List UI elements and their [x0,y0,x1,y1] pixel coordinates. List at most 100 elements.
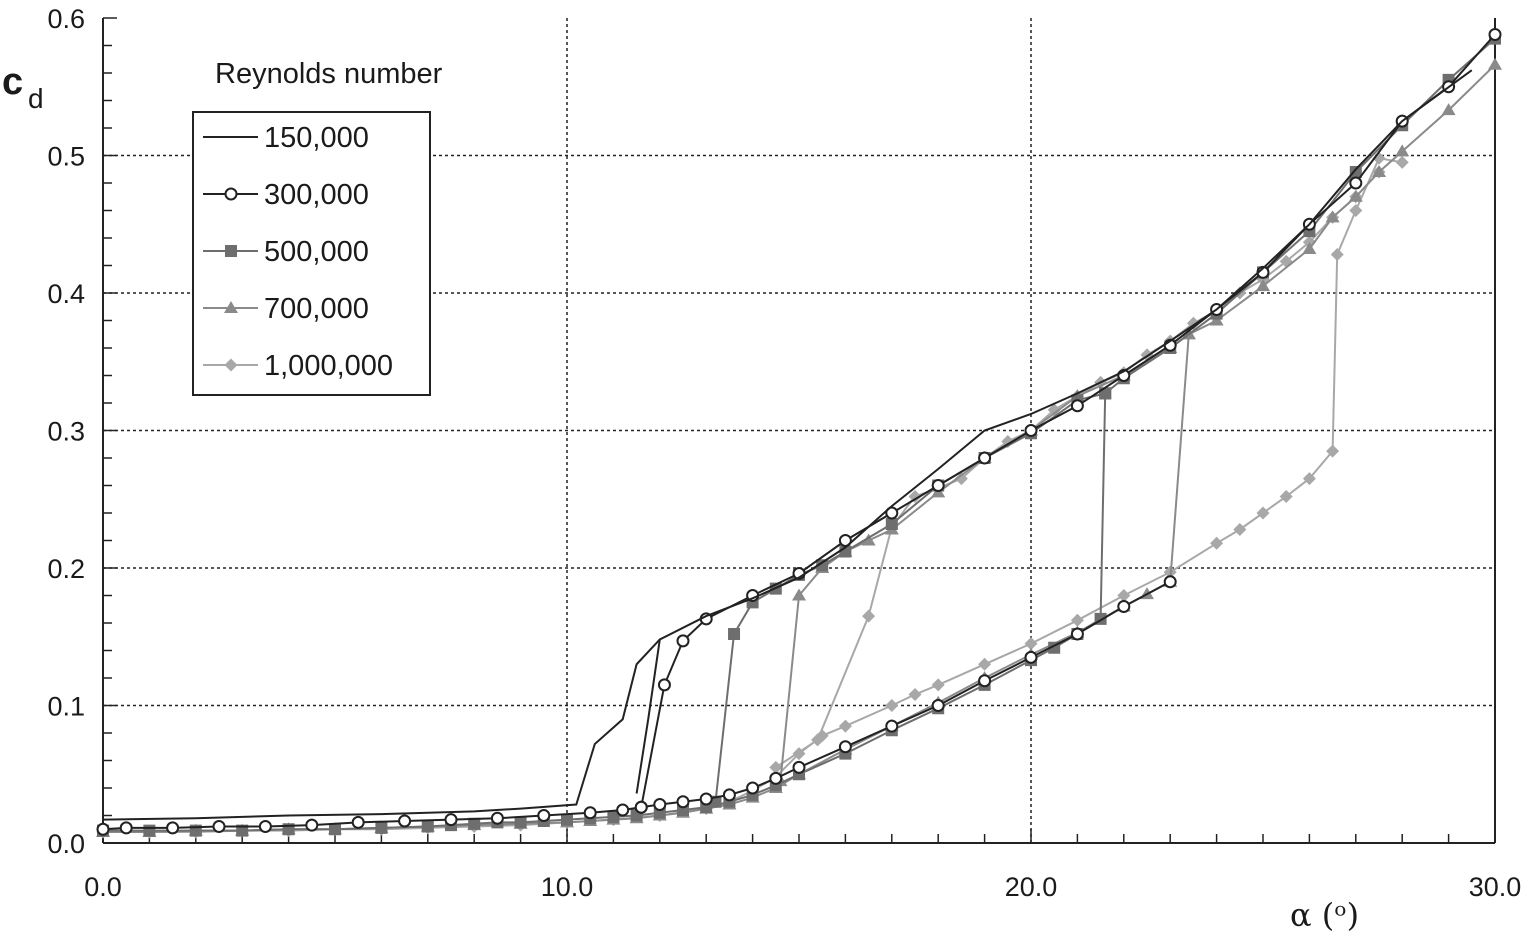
series-500000 [97,387,1112,837]
y-tick-label: 0.4 [47,279,85,309]
data-point [1163,575,1177,589]
data-point [885,506,899,520]
data-point [1070,399,1084,413]
data-point [1395,144,1410,157]
y-tick-label: 0.5 [47,142,85,172]
data-point [676,795,690,809]
data-point [537,809,551,822]
data-point [1325,210,1340,223]
data-point [1326,444,1340,458]
data-point [885,719,899,733]
data-point [224,301,238,313]
data-point [1117,600,1131,613]
data-point [931,479,945,492]
legend-item: 500,000 [203,236,369,268]
series-branch-3 [634,575,1177,814]
data-point [258,820,272,833]
series-branch-9 [769,165,1386,774]
series-line [103,157,1403,833]
data-point [769,771,783,785]
data-point [1024,424,1038,437]
legend-label: 300,000 [264,179,369,211]
data-point [978,451,992,465]
data-point [224,187,238,201]
data-point [119,821,133,835]
legend-item: 300,000 [203,179,369,211]
x-tick-label: 20.0 [1005,872,1058,902]
legend-item: 1,000,000 [203,350,393,382]
y-tick-label: 0.3 [47,417,85,447]
data-point [444,813,458,827]
series-line [103,392,1107,832]
data-point [653,798,667,811]
series-150000 [102,69,1473,821]
data-point [1349,166,1362,178]
axis-ticks: 0.0 0.1 0.2 0.3 0.4 0.5 0.6 0.0 10.0 20.0 30.0 [47,4,1521,902]
data-point [1372,165,1386,177]
data-point [1302,242,1317,254]
x-tick-label: 0.0 [84,872,122,902]
data-point [1047,403,1061,417]
data-point [224,358,238,372]
data-point [1070,627,1084,641]
data-point [1024,637,1038,651]
y-axis-label: c [2,61,23,103]
legend-title: Reynolds number [215,58,443,90]
data-point [143,824,156,837]
data-point [1302,472,1316,486]
data-point [931,678,945,692]
data-point [634,800,648,814]
legend-label: 1,000,000 [264,350,393,382]
data-point [421,820,434,833]
legend-label: 500,000 [264,236,369,268]
data-point [838,719,852,733]
data-point [1024,650,1038,664]
y-tick-label: 0.1 [47,692,85,722]
y-tick-label: 0.0 [47,829,85,859]
legend-item: 700,000 [203,293,369,325]
data-point [468,817,481,830]
data-point [1070,613,1084,627]
data-point [583,806,597,820]
data-point [1395,155,1409,169]
data-point [838,534,852,547]
data-point [792,747,806,761]
data-point [885,518,898,530]
x-tick-label: 10.0 [541,872,594,902]
data-point [1210,536,1224,550]
data-point [212,820,226,833]
data-point [657,678,671,692]
data-point [1330,248,1344,261]
data-point [1488,28,1502,41]
series-line [102,69,1473,821]
data-point [1488,57,1502,70]
data-point [838,740,852,754]
data-point [1233,523,1247,536]
data-point [746,781,760,795]
series-branch-1 [635,639,661,794]
x-tick-label: 30.0 [1469,872,1522,902]
data-point [699,792,713,806]
data-point [862,609,876,623]
legend: 150,000 300,000 500,000 700,000 1,000,000 [192,111,431,396]
data-point [1441,103,1456,116]
data-point [607,810,620,823]
data-point [398,814,412,828]
y-axis-label-subscript: d [28,83,44,114]
data-point [351,815,365,829]
data-point [166,821,180,835]
y-tick-label: 0.2 [47,554,85,584]
series-layer [96,28,1502,839]
data-point [816,559,829,572]
data-point [885,699,899,712]
data-point [305,818,319,832]
data-point [978,657,992,671]
data-point [514,816,527,829]
data-point [225,245,237,257]
data-point [329,823,341,836]
series-line [779,333,1190,782]
data-point [769,760,783,774]
legend-label: 150,000 [264,122,369,154]
data-point [676,634,690,648]
data-point [1117,589,1131,602]
